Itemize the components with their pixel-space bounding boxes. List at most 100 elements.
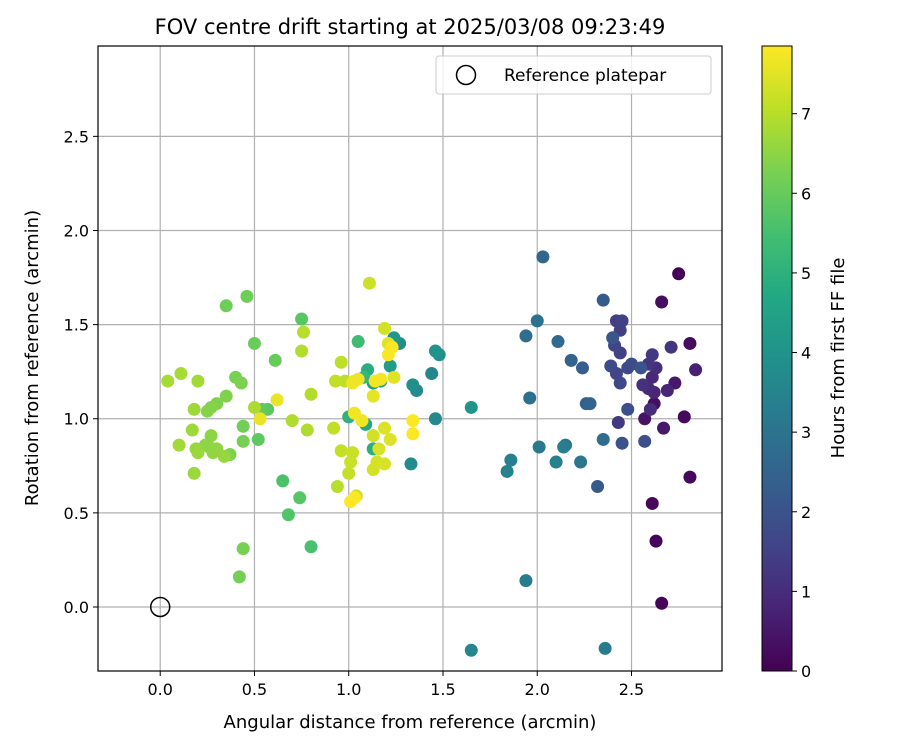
data-point [655, 295, 669, 309]
data-point [613, 376, 627, 390]
y-tick-label: 0.5 [64, 504, 89, 523]
data-point [428, 344, 442, 358]
data-point [406, 378, 420, 392]
data-point [387, 370, 401, 384]
data-point [334, 444, 348, 458]
data-point [191, 446, 205, 460]
legend-label: Reference platepar [504, 66, 666, 86]
x-tick-label: 1.5 [430, 680, 455, 699]
data-point [351, 372, 365, 386]
colorbar-tick-label: 5 [801, 264, 811, 283]
colorbar-tick-label: 2 [801, 503, 811, 522]
data-point [281, 508, 295, 522]
colorbar-tick-label: 3 [801, 423, 811, 442]
data-point [247, 336, 261, 350]
colorbar-tick-label: 4 [801, 344, 811, 363]
data-point [564, 353, 578, 367]
colorbar-label: Hours from first FF file [828, 258, 849, 459]
plot-frame [97, 45, 723, 672]
data-point [536, 250, 550, 264]
data-point [660, 384, 674, 398]
data-point [583, 397, 597, 411]
data-point [638, 412, 652, 426]
x-tick-label: 0.5 [242, 680, 267, 699]
colorbar: 0 1 2 3 4 5 6 7 Hours from first FF file [761, 45, 849, 681]
colorbar-tick-label: 7 [801, 105, 811, 124]
data-point [464, 400, 478, 414]
y-tick-label: 2.0 [64, 221, 89, 240]
data-point [638, 434, 652, 448]
data-point [591, 480, 605, 494]
data-point [596, 293, 610, 307]
data-point [347, 406, 361, 420]
data-point [383, 359, 397, 373]
data-point [574, 455, 588, 469]
data-point [232, 570, 246, 584]
data-point [378, 457, 392, 471]
data-point [549, 455, 563, 469]
data-point [219, 299, 233, 313]
x-axis-label: Angular distance from reference (arcmin) [224, 712, 597, 733]
data-point [551, 335, 565, 349]
data-point [206, 446, 220, 460]
colorbar-tick-label: 6 [801, 184, 811, 203]
data-point [464, 643, 478, 657]
data-point [295, 312, 309, 326]
y-tick-label: 1.5 [64, 316, 89, 335]
data-point [598, 641, 612, 655]
data-point [374, 372, 388, 386]
data-point [649, 534, 663, 548]
y-tick-label: 0.0 [64, 598, 89, 617]
data-point [683, 470, 697, 484]
data-point [677, 410, 691, 424]
data-point [383, 432, 397, 446]
y-tick-label: 1.0 [64, 410, 89, 429]
data-point [406, 414, 420, 428]
data-point [251, 432, 265, 446]
data-point [187, 402, 201, 416]
data-point [187, 466, 201, 480]
data-point [621, 402, 635, 416]
data-point [557, 440, 571, 454]
data-point [253, 412, 267, 426]
data-point [615, 436, 629, 450]
data-point [234, 376, 248, 390]
data-point [532, 440, 546, 454]
data-point [366, 389, 380, 403]
data-point [657, 421, 671, 435]
data-point [342, 466, 356, 480]
data-point [293, 491, 307, 505]
data-point [217, 449, 231, 463]
data-point [304, 387, 318, 401]
data-point [366, 463, 380, 477]
data-point [185, 423, 199, 437]
data-point [247, 400, 261, 414]
data-point [329, 374, 343, 388]
colorbar-ticks: 0 1 2 3 4 5 6 7 [792, 105, 811, 681]
data-point [500, 464, 514, 478]
legend: Reference platepar [435, 55, 712, 95]
data-point [300, 423, 314, 437]
data-point [330, 480, 344, 494]
data-point [240, 289, 254, 303]
data-point [634, 361, 648, 375]
data-point [611, 416, 625, 430]
data-point [285, 414, 299, 428]
data-point [575, 361, 589, 375]
scatter-points [161, 250, 703, 657]
data-point [236, 434, 250, 448]
y-axis-ticks: 0.0 0.5 1.0 1.5 2.0 2.5 [64, 127, 98, 617]
data-point [683, 336, 697, 350]
data-point [270, 393, 284, 407]
data-point [362, 276, 376, 290]
data-point [596, 432, 610, 446]
data-point [425, 367, 439, 381]
data-point [200, 404, 214, 418]
legend-marker [455, 64, 477, 86]
chart-title: FOV centre drift starting at 2025/03/08 … [155, 15, 666, 39]
x-tick-label: 2.5 [619, 680, 644, 699]
colorbar-tick-label: 0 [801, 662, 811, 681]
colorbar-gradient [761, 45, 793, 672]
x-axis-ticks: 0.0 0.5 1.0 1.5 2.0 2.5 [147, 671, 644, 699]
